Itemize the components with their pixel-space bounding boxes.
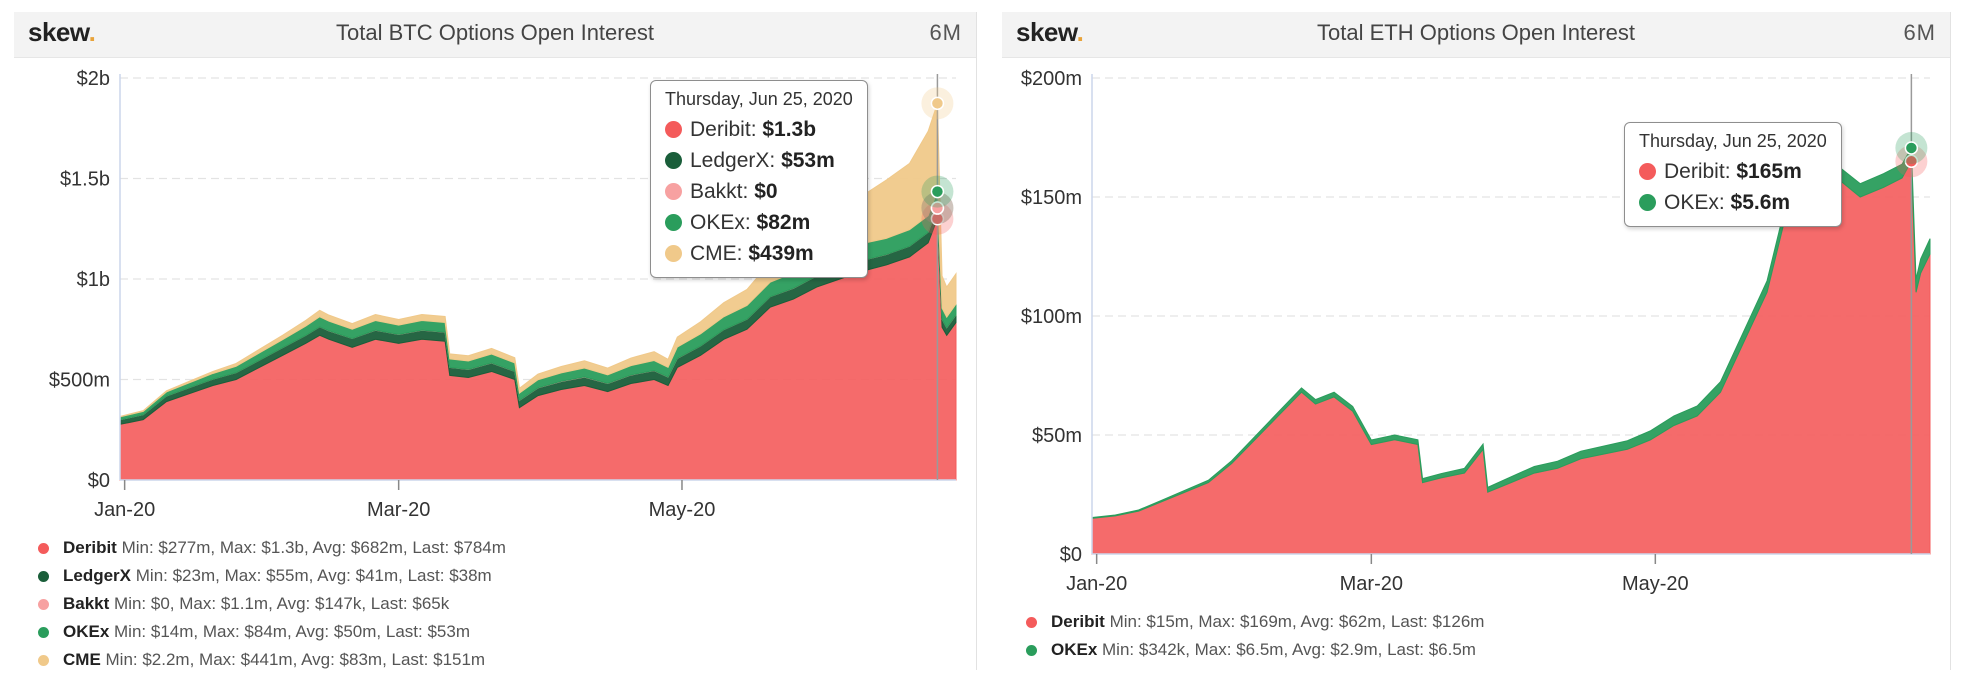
y-tick-label: $500m <box>49 370 110 392</box>
legend-item-deribit[interactable]: Deribit Min: $15m, Max: $169m, Avg: $62m… <box>1026 608 1484 636</box>
area-series-okex[interactable] <box>1091 146 1931 519</box>
btc-chart-panel: skew. Total BTC Options Open Interest 6M… <box>14 12 977 670</box>
y-tick-label: $2b <box>77 68 110 90</box>
tooltip-row-okex: OKEx: $5.6m <box>1639 187 1827 218</box>
eth-chart-title: Total ETH Options Open Interest <box>1317 20 1635 45</box>
y-tick-label: $200m <box>1021 68 1082 90</box>
y-tick-label: $1b <box>77 269 110 291</box>
x-tick-label: Jan-20 <box>94 499 155 521</box>
y-tick-label: $50m <box>1032 425 1082 447</box>
eth-period-selector[interactable]: 6M <box>1903 20 1936 45</box>
x-tick-label: Jan-20 <box>1066 573 1127 595</box>
legend-item-okex[interactable]: OKEx Min: $14m, Max: $84m, Avg: $50m, La… <box>38 618 506 646</box>
tooltip-row-okex: OKEx: $82m <box>665 207 853 238</box>
y-tick-label: $100m <box>1021 306 1082 328</box>
legend-item-ledgerx[interactable]: LedgerX Min: $23m, Max: $55m, Avg: $41m,… <box>38 562 506 590</box>
eth-tooltip: Thursday, Jun 25, 2020 Deribit: $165m OK… <box>1624 122 1842 227</box>
btc-tooltip: Thursday, Jun 25, 2020 Deribit: $1.3b Le… <box>650 80 868 278</box>
btc-period-selector[interactable]: 6M <box>929 20 962 45</box>
btc-legend: Deribit Min: $277m, Max: $1.3b, Avg: $68… <box>38 534 506 674</box>
x-tick-label: Mar-20 <box>1340 573 1403 595</box>
eth-chart-plot[interactable]: $0 $50m $100m $150m $200m Jan-20 Mar-20 May-20 <box>1002 12 1950 670</box>
skew-logo: skew. <box>1016 17 1084 47</box>
btc-chart-title: Total BTC Options Open Interest <box>336 20 654 45</box>
btc-chart-header: skew. Total BTC Options Open Interest 6M <box>14 12 976 58</box>
x-tick-label: May-20 <box>649 499 716 521</box>
tooltip-row-bakkt: Bakkt: $0 <box>665 176 853 207</box>
legend-item-bakkt[interactable]: Bakkt Min: $0, Max: $1.1m, Avg: $147k, L… <box>38 590 506 618</box>
legend-item-okex[interactable]: OKEx Min: $342k, Max: $6.5m, Avg: $2.9m,… <box>1026 636 1484 664</box>
y-tick-label: $1.5b <box>60 169 110 191</box>
hover-marker-okex <box>1904 141 1919 155</box>
tooltip-row-cme: CME: $439m <box>665 238 853 269</box>
y-tick-label: $0 <box>1060 544 1082 566</box>
x-tick-label: May-20 <box>1622 573 1689 595</box>
tooltip-date: Thursday, Jun 25, 2020 <box>1639 131 1827 151</box>
hover-marker-bakkt <box>930 201 945 215</box>
tooltip-row-deribit: Deribit: $165m <box>1639 156 1827 187</box>
legend-item-cme[interactable]: CME Min: $2.2m, Max: $441m, Avg: $83m, L… <box>38 646 506 674</box>
tooltip-row-deribit: Deribit: $1.3b <box>665 114 853 145</box>
hover-marker-deribit <box>1904 154 1919 169</box>
hover-marker-okex <box>930 184 945 199</box>
skew-logo: skew. <box>28 17 96 47</box>
eth-chart-panel: skew. Total ETH Options Open Interest 6M… <box>1002 12 1951 670</box>
eth-chart-header: skew. Total ETH Options Open Interest 6M <box>1002 12 1950 58</box>
y-tick-label: $150m <box>1021 187 1082 209</box>
tooltip-date: Thursday, Jun 25, 2020 <box>665 89 853 109</box>
x-tick-label: Mar-20 <box>367 499 430 521</box>
eth-legend: Deribit Min: $15m, Max: $169m, Avg: $62m… <box>1026 608 1484 664</box>
tooltip-row-ledgerx: LedgerX: $53m <box>665 145 853 176</box>
legend-item-deribit[interactable]: Deribit Min: $277m, Max: $1.3b, Avg: $68… <box>38 534 506 562</box>
hover-marker-cme <box>930 96 945 111</box>
y-tick-label: $0 <box>88 470 110 492</box>
